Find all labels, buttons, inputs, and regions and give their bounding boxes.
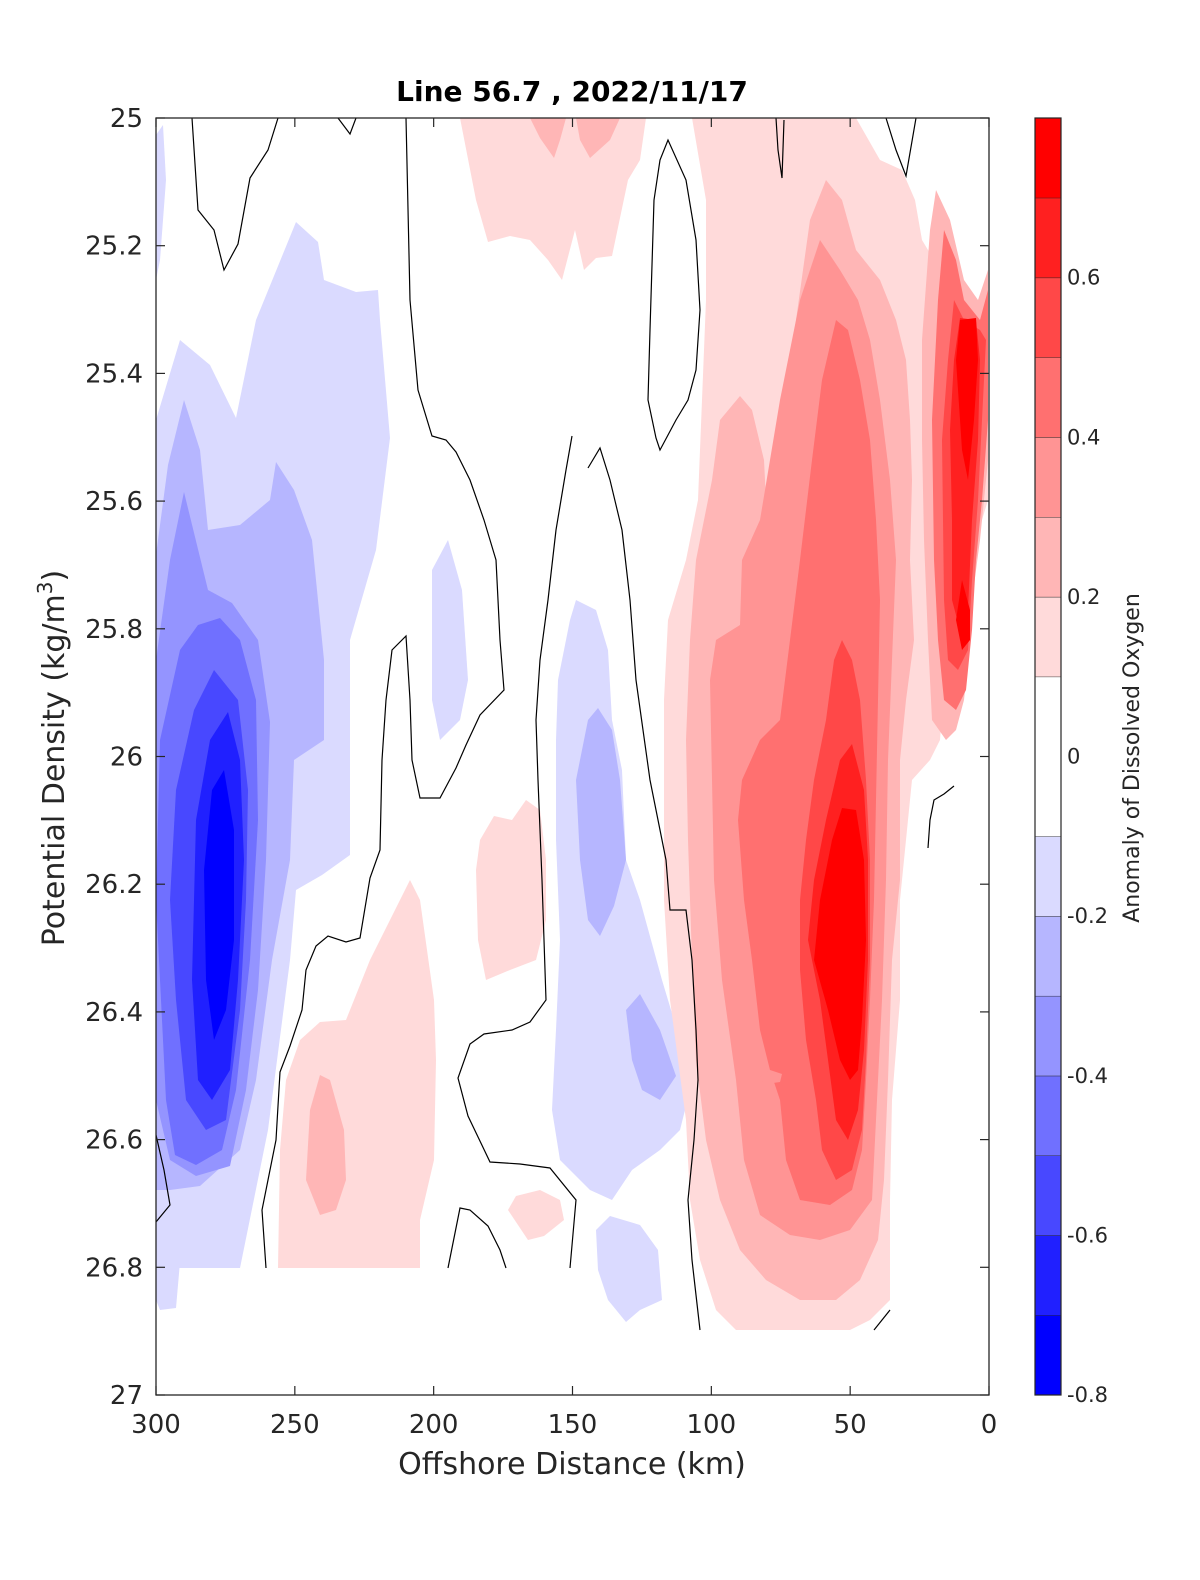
zero-contour-line	[775, 118, 785, 179]
colorbar-swatch	[1035, 676, 1061, 837]
x-tick-label: 0	[981, 1410, 998, 1440]
zero-contour-line	[873, 1309, 891, 1331]
contour-fill-mid-m01	[432, 540, 468, 740]
contour-fill-surface-p02	[530, 118, 566, 158]
contour-fill-offshore-m01	[156, 125, 166, 280]
colorbar-tick-label: 0.4	[1067, 425, 1100, 449]
y-tick-label: 26.8	[85, 1253, 143, 1283]
colorbar-swatch	[1035, 437, 1061, 518]
colorbar-tick-label: -0.4	[1067, 1064, 1108, 1088]
y-axis-label-close: )	[37, 570, 72, 582]
contour-fill-nearshore-p04-hole	[758, 1070, 782, 1084]
x-axis-label: Offshore Distance (km)	[398, 1447, 746, 1482]
colorbar-label: Anomaly of Dissolved Oxygen	[1120, 593, 1145, 923]
y-tick-label: 25.6	[85, 487, 143, 517]
zero-contour-line	[647, 138, 701, 452]
colorbar-swatch	[1035, 1075, 1061, 1156]
chart-title: Line 56.7 , 2022/11/17	[396, 75, 748, 108]
y-axis-label-sup: 3	[33, 581, 57, 594]
y-tick-label: 26.2	[85, 870, 143, 900]
zero-contour-line	[191, 118, 279, 272]
contour-fill-mid-m03	[576, 708, 626, 936]
contour-fill-deep-p02	[306, 1075, 346, 1215]
zero-contour-line	[447, 1207, 507, 1269]
contour-fill-shelf-p07	[956, 580, 970, 650]
zero-contour-line	[261, 118, 505, 1269]
colorbar-tick-label: 0	[1067, 745, 1080, 769]
contour-fill-shelf-p07	[956, 318, 978, 480]
x-tick-label: 150	[548, 1410, 598, 1440]
contour-fills	[156, 118, 989, 1395]
contour-fill-deep-p03	[476, 800, 546, 980]
colorbar-tick-label: 0.2	[1067, 585, 1100, 609]
zero-contour-line	[156, 1134, 171, 1223]
x-tick-label: 300	[131, 1410, 181, 1440]
colorbar-swatch	[1035, 1315, 1061, 1395]
colorbar	[1035, 117, 1061, 1395]
y-axis: 25 25.2 25.4 25.6 25.8 26 26.2 26.4 26.6 26.8 27	[85, 104, 989, 1411]
colorbar-swatch	[1035, 1235, 1061, 1316]
contour-fill-offshore-m01	[156, 1262, 180, 1310]
y-tick-label: 26.4	[85, 998, 143, 1028]
y-axis-label: Potential Density (kg/m3)	[33, 570, 72, 946]
colorbar-swatch	[1035, 836, 1061, 917]
x-tick-label: 100	[687, 1410, 737, 1440]
contour-fill-surface-p01	[460, 118, 646, 280]
colorbar-swatch	[1035, 197, 1061, 278]
zero-contour-line	[587, 446, 701, 1331]
colorbar-ticks: 0.6 0.4 0.2 0 -0.2 -0.4 -0.6 -0.8	[1067, 266, 1108, 1407]
x-tick-label: 50	[834, 1410, 867, 1440]
contour-fill-deep-p04	[508, 1190, 564, 1240]
contour-fill-mid-m02b	[596, 1216, 662, 1322]
colorbar-tick-label: -0.2	[1067, 904, 1108, 928]
y-tick-label: 26.6	[85, 1126, 143, 1156]
colorbar-swatch	[1035, 357, 1061, 438]
contour-fill-offshore-m07	[204, 770, 234, 1040]
x-tick-label: 200	[409, 1410, 459, 1440]
colorbar-swatch	[1035, 517, 1061, 597]
y-tick-label: 25.4	[85, 359, 143, 389]
y-tick-label: 26	[110, 743, 143, 773]
colorbar-swatch	[1035, 596, 1061, 677]
zero-contour-line	[457, 435, 577, 1269]
zero-contour-line	[927, 785, 955, 849]
colorbar-swatch	[1035, 277, 1061, 358]
x-tick-label: 250	[270, 1410, 320, 1440]
colorbar-swatch	[1035, 916, 1061, 996]
colorbar-swatch	[1035, 118, 1061, 198]
y-tick-label: 25.2	[85, 232, 143, 262]
colorbar-tick-label: -0.6	[1067, 1223, 1108, 1247]
y-tick-label: 25	[110, 104, 143, 134]
zero-contour-line	[337, 118, 357, 136]
contour-fill-mid-m03b	[626, 994, 676, 1100]
colorbar-frame	[1034, 117, 1062, 1396]
zero-contour-line	[885, 118, 917, 179]
colorbar-swatch	[1035, 1155, 1061, 1236]
y-axis-label-main: Potential Density (kg/m	[37, 594, 72, 946]
y-tick-label: 27	[110, 1381, 143, 1411]
y-tick-label: 25.8	[85, 615, 143, 645]
zero-contours	[156, 118, 955, 1331]
colorbar-tick-label: 0.6	[1067, 266, 1100, 290]
colorbar-tick-label: -0.8	[1067, 1383, 1108, 1407]
colorbar-swatch	[1035, 995, 1061, 1076]
x-axis: 300 250 200 150 100 50 0	[131, 118, 997, 1440]
contour-fill-surface-p02	[576, 118, 620, 158]
contour-fill-nearshore-p07	[814, 808, 866, 1080]
